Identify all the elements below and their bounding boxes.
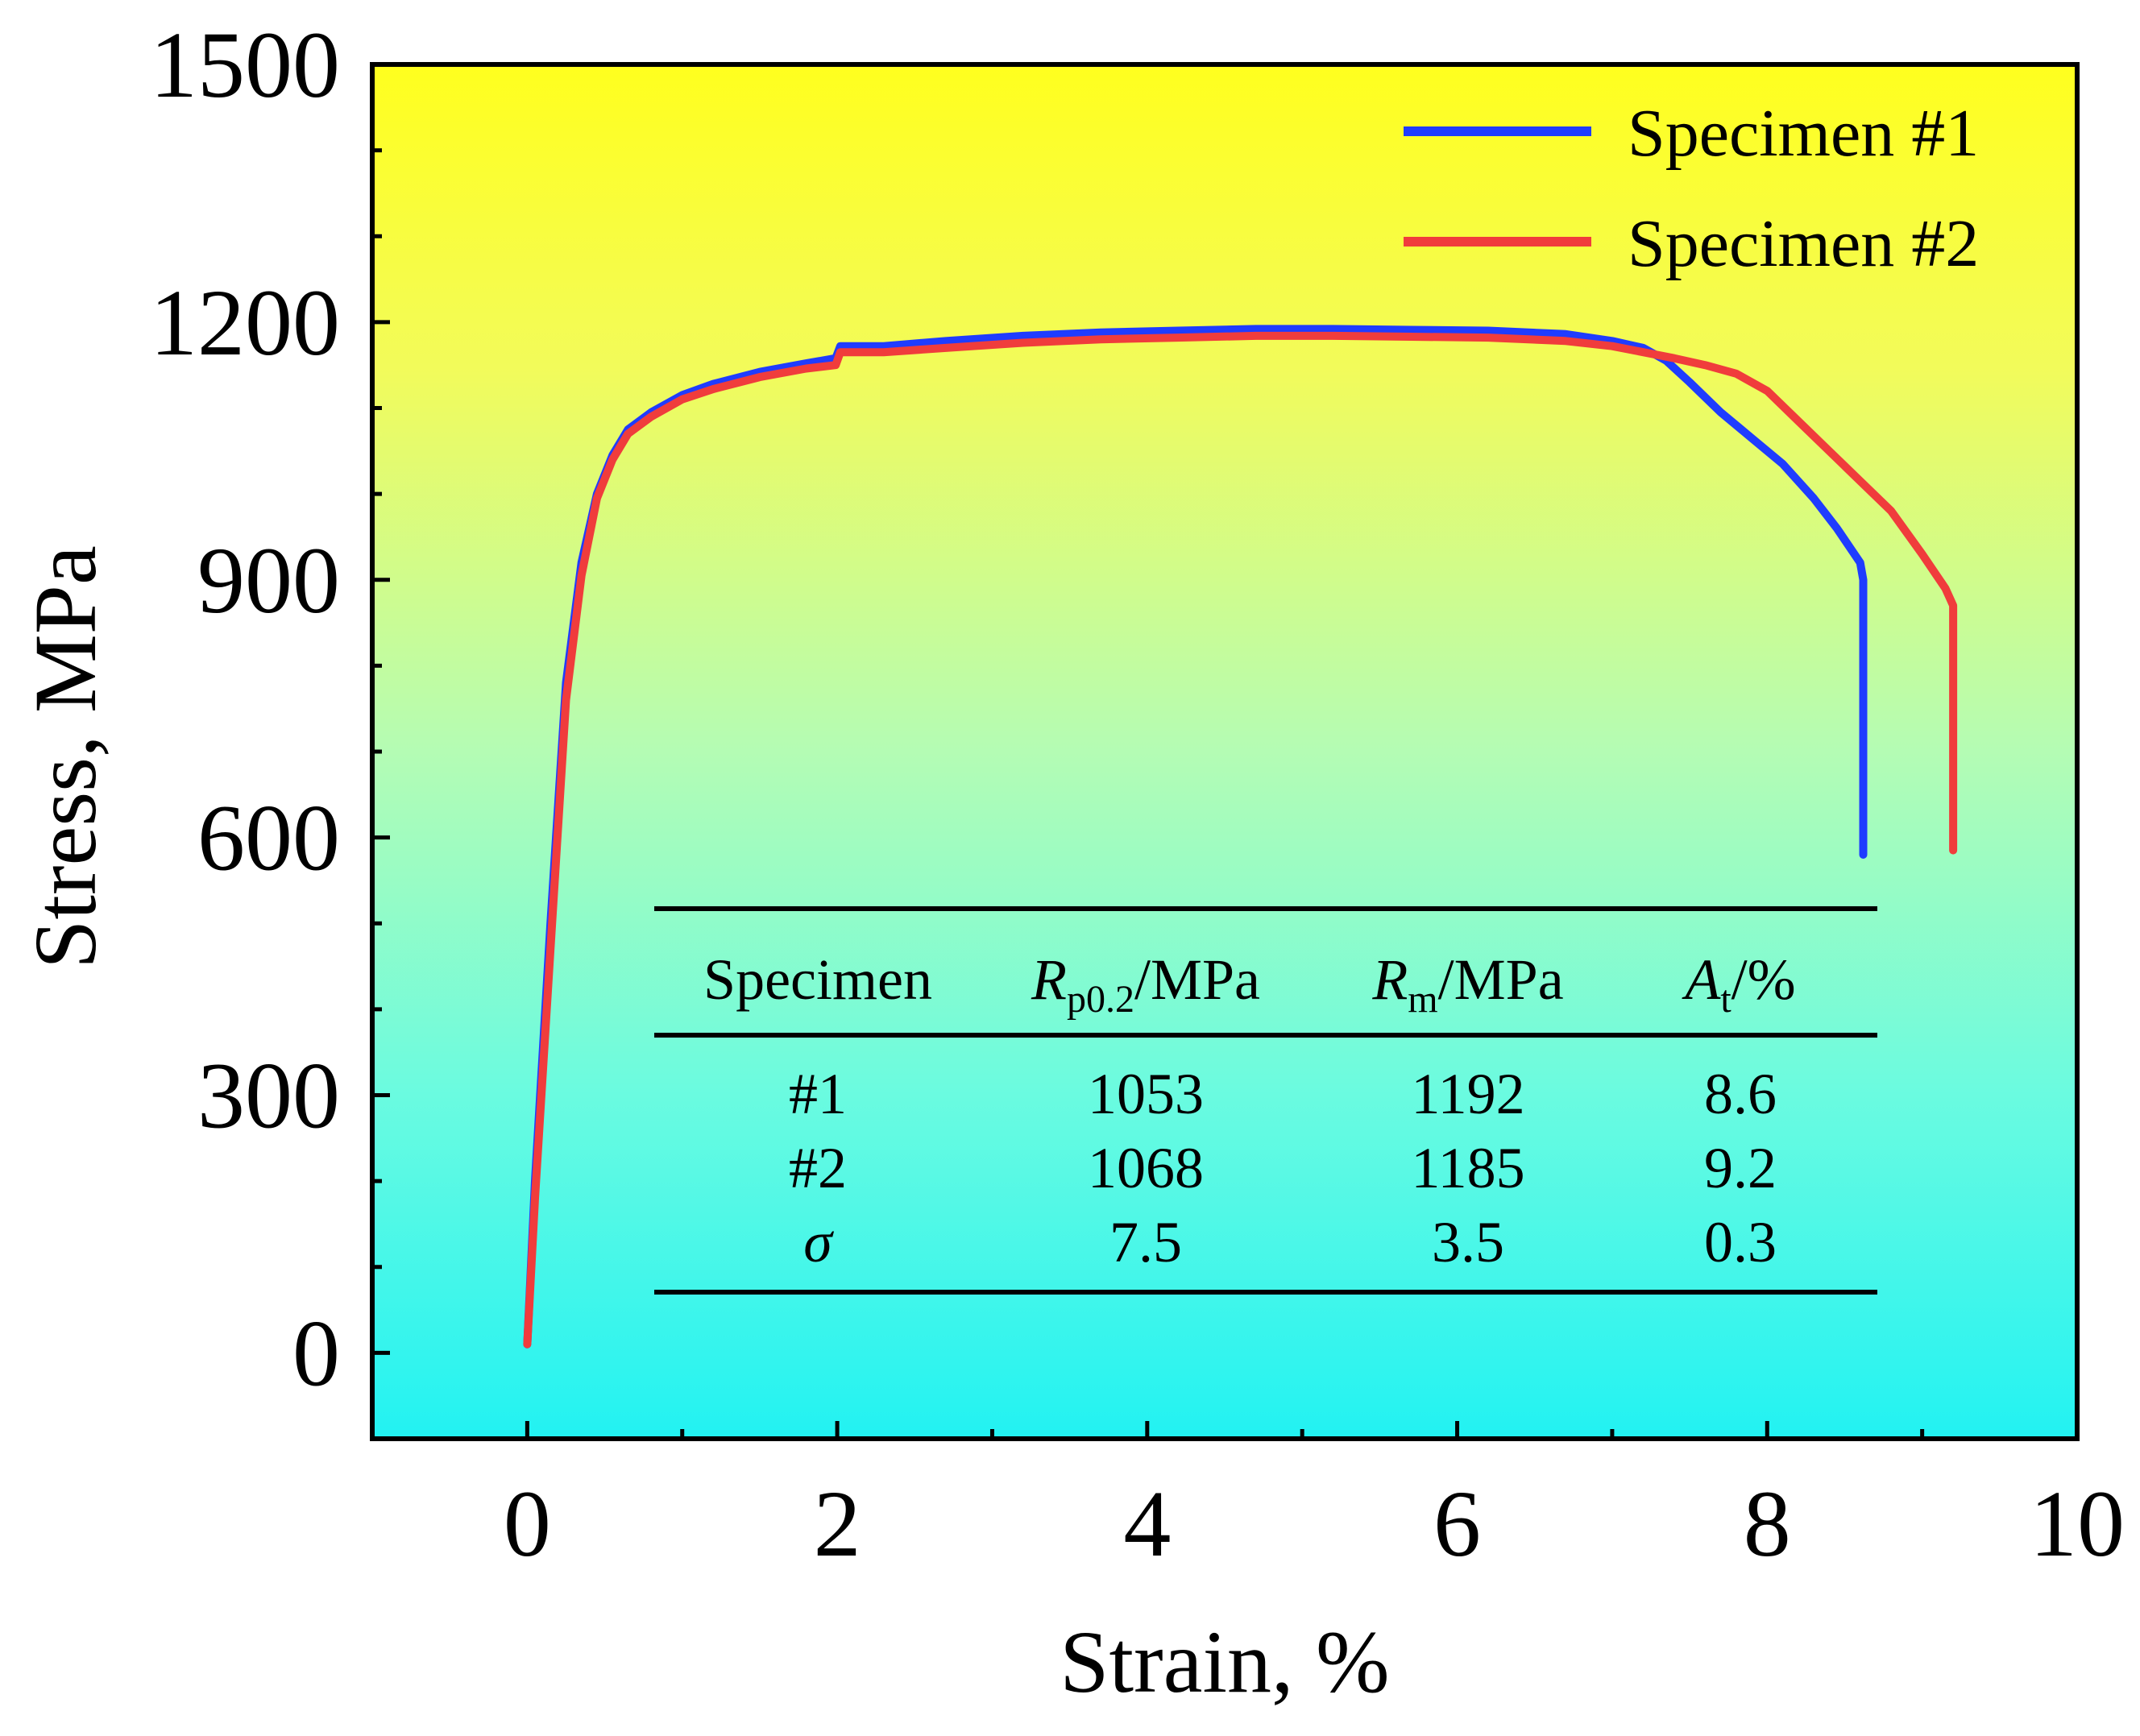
legend-label-specimen-1: Specimen #1 <box>1628 96 1979 171</box>
table-cell: 9.2 <box>1704 1136 1777 1200</box>
x-tick-label: 8 <box>1744 1471 1791 1576</box>
y-axis-title: Stress, MPa <box>16 545 114 969</box>
y-tick-label: 1200 <box>150 270 340 375</box>
x-axis-title: Strain, % <box>1060 1613 1389 1711</box>
table-header-at: At/% <box>1682 947 1795 1021</box>
table-cell: 1068 <box>1088 1136 1204 1200</box>
x-tick-label: 6 <box>1433 1471 1481 1576</box>
table-cell: σ <box>803 1210 834 1274</box>
y-tick-label: 600 <box>197 785 340 891</box>
table-cell: 1185 <box>1411 1136 1524 1200</box>
table-header-rm: Rm/MPa <box>1371 947 1563 1021</box>
series-line-specimen-2 <box>523 331 1958 1349</box>
table-cell: 0.3 <box>1704 1210 1777 1274</box>
x-tick-label: 4 <box>1123 1471 1171 1576</box>
table-cell: 1192 <box>1411 1062 1524 1126</box>
table-cell: #2 <box>789 1136 847 1200</box>
legend: Specimen #1 Specimen #2 <box>1404 96 1979 281</box>
table-cell: 8.6 <box>1704 1062 1777 1126</box>
x-tick-label: 0 <box>504 1471 551 1576</box>
legend-label-specimen-2: Specimen #2 <box>1628 206 1979 281</box>
x-tick-label: 10 <box>2030 1471 2125 1576</box>
table-cell: 3.5 <box>1432 1210 1504 1274</box>
y-tick-label: 300 <box>197 1043 340 1149</box>
plot-background <box>372 64 2077 1439</box>
table-cell: 1053 <box>1088 1062 1204 1126</box>
table-cell: 7.5 <box>1109 1210 1182 1274</box>
table-header-specimen: Specimen <box>703 947 932 1012</box>
y-tick-label: 900 <box>197 528 340 633</box>
y-tick-label: 0 <box>292 1300 340 1406</box>
table-header-rp02: Rp0.2/MPa <box>1031 947 1260 1021</box>
table-cell: #1 <box>789 1062 847 1126</box>
y-tick-label: 1500 <box>150 12 340 118</box>
x-tick-label: 2 <box>814 1471 861 1576</box>
results-table: Specimen Rp0.2/MPa Rm/MPa At/% #1 1053 1… <box>654 906 1877 1295</box>
